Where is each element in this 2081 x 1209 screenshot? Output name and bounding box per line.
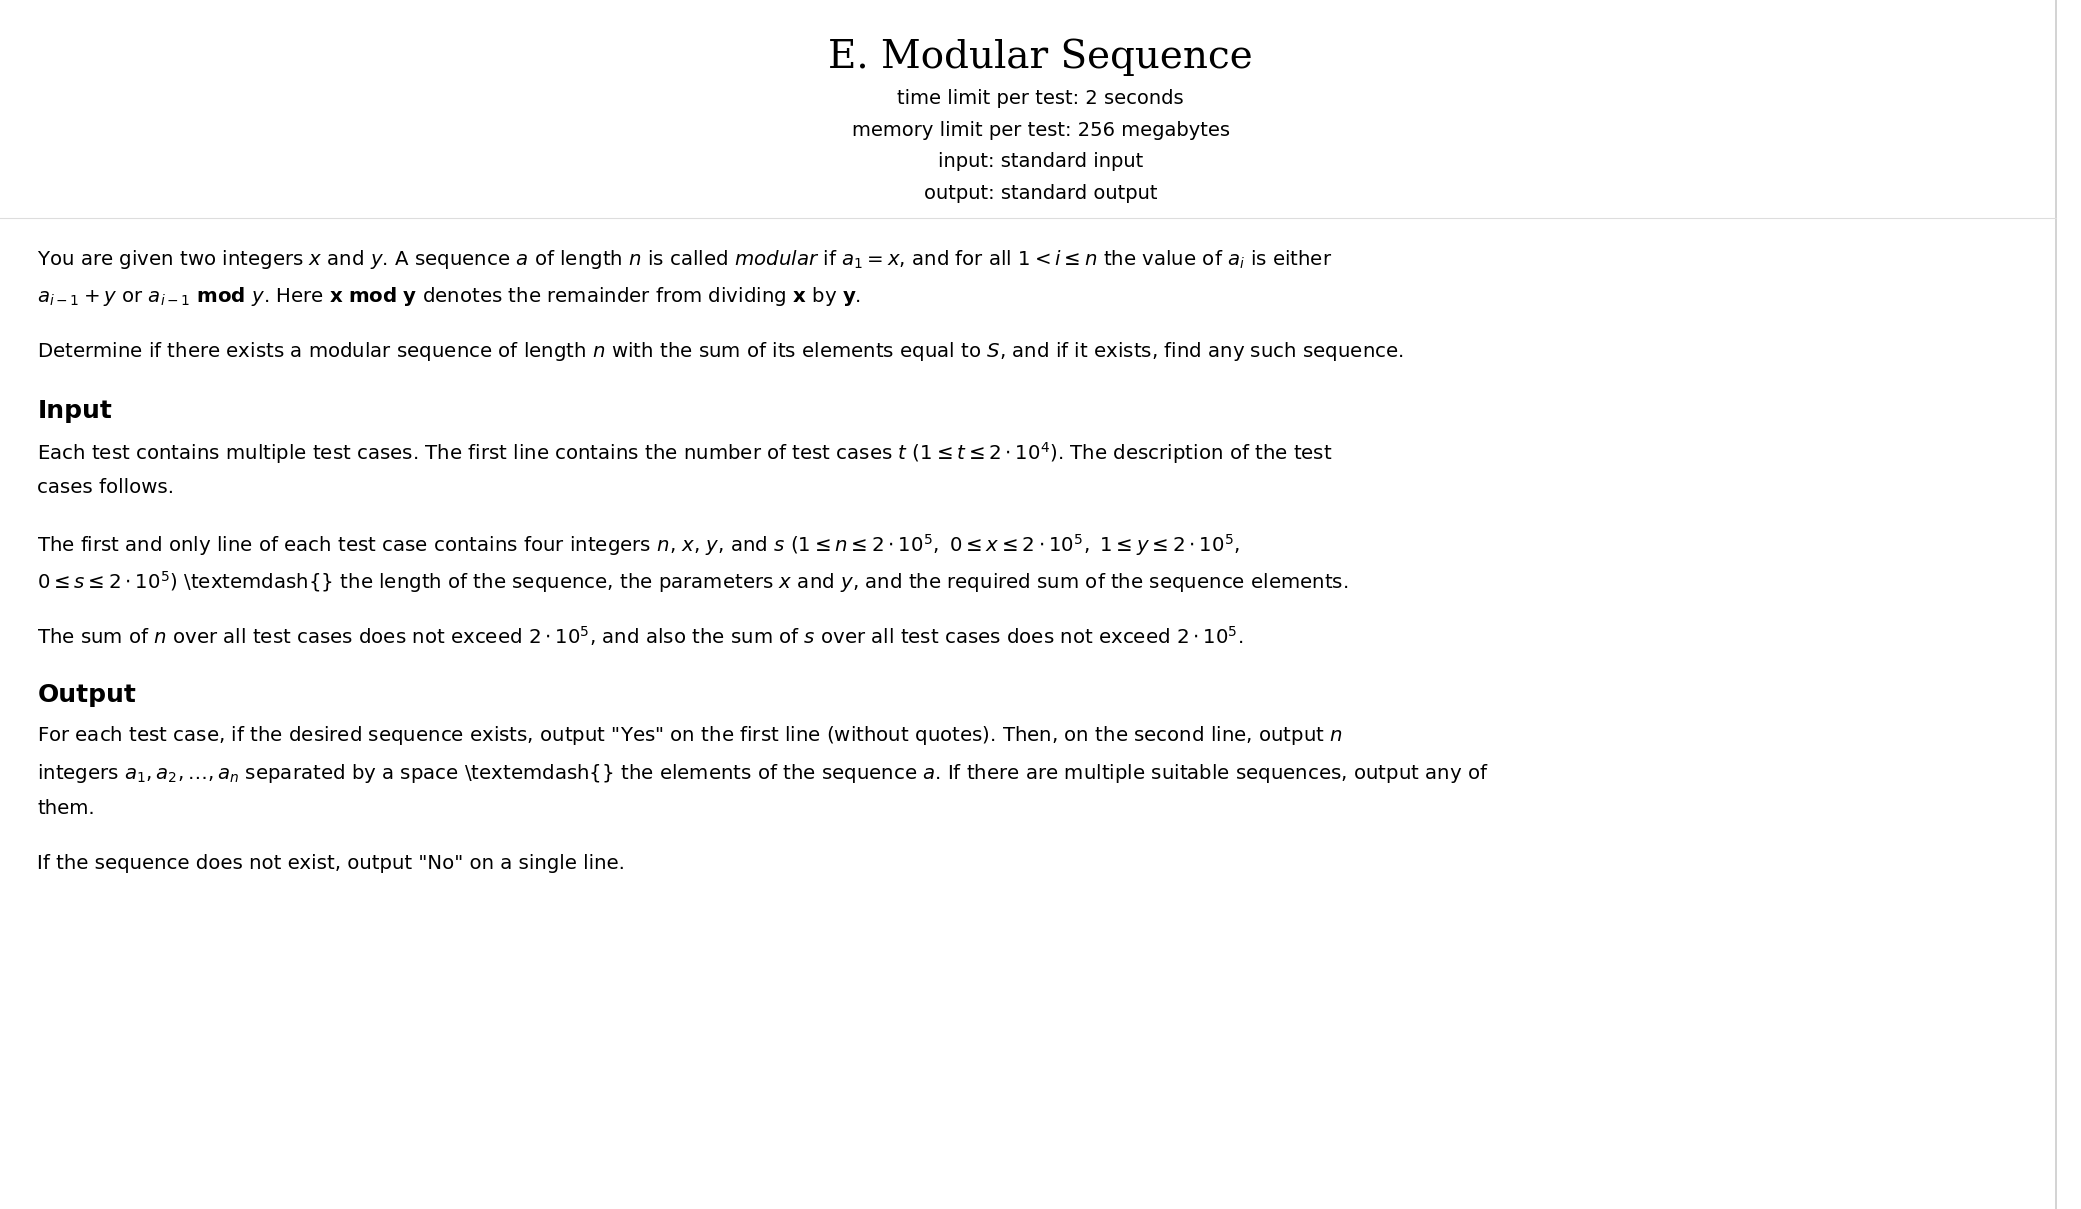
Text: time limit per test: 2 seconds: time limit per test: 2 seconds bbox=[897, 89, 1184, 109]
Text: input: standard input: input: standard input bbox=[939, 152, 1142, 172]
Text: The first and only line of each test case contains four integers $n$, $x$, $y$, : The first and only line of each test cas… bbox=[37, 532, 1240, 557]
Text: memory limit per test: 256 megabytes: memory limit per test: 256 megabytes bbox=[851, 121, 1230, 140]
Text: Determine if there exists a modular sequence of length $n$ with the sum of its e: Determine if there exists a modular sequ… bbox=[37, 340, 1405, 363]
Text: For each test case, if the desired sequence exists, output "Yes" on the first li: For each test case, if the desired seque… bbox=[37, 724, 1344, 747]
Text: The sum of $n$ over all test cases does not exceed $2 \cdot 10^5$, and also the : The sum of $n$ over all test cases does … bbox=[37, 624, 1244, 648]
Text: cases follows.: cases follows. bbox=[37, 478, 175, 497]
Text: Input: Input bbox=[37, 399, 112, 423]
Text: If the sequence does not exist, output "No" on a single line.: If the sequence does not exist, output "… bbox=[37, 854, 624, 873]
Text: $0 \leq s \leq 2 \cdot 10^5)$ \textemdash{} the length of the sequence, the para: $0 \leq s \leq 2 \cdot 10^5)$ \textemdas… bbox=[37, 569, 1348, 595]
Text: output: standard output: output: standard output bbox=[924, 184, 1157, 203]
Text: You are given two integers $x$ and $y$. A sequence $\mathbf{\it{a}}$ of length $: You are given two integers $x$ and $y$. … bbox=[37, 248, 1332, 271]
Text: E. Modular Sequence: E. Modular Sequence bbox=[828, 39, 1253, 76]
Text: integers $a_1, a_2, \ldots, a_n$ separated by a space \textemdash{} the elements: integers $a_1, a_2, \ldots, a_n$ separat… bbox=[37, 762, 1490, 785]
Text: Output: Output bbox=[37, 683, 137, 707]
Text: Each test contains multiple test cases. The first line contains the number of te: Each test contains multiple test cases. … bbox=[37, 440, 1334, 465]
Text: $a_{i-1} + y$ or $a_{i-1}\ \mathbf{mod}\ y$. Here $\mathbf{x}\ \mathbf{mod}\ \ma: $a_{i-1} + y$ or $a_{i-1}\ \mathbf{mod}\… bbox=[37, 285, 862, 308]
Text: them.: them. bbox=[37, 799, 96, 818]
